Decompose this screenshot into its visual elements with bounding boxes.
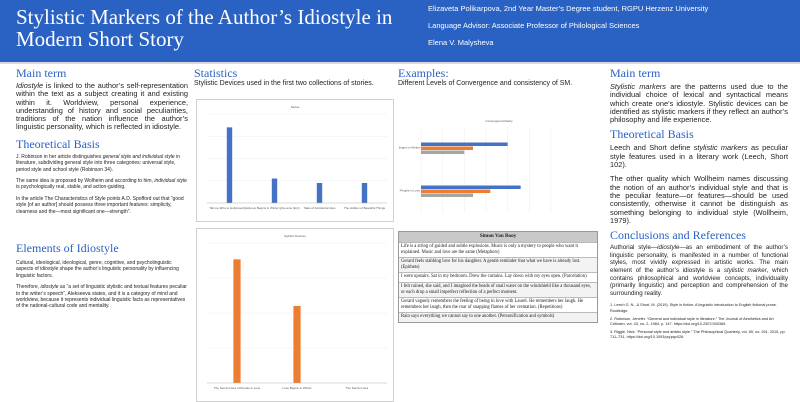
category-label: The Hidden of Beautiful Things [344, 206, 386, 210]
reference-3: 3. Riggle, Nick. “Personal style and art… [610, 330, 786, 340]
category-label: Love Begins in Winter (pbe amo (Ex)) [249, 206, 299, 210]
svb-example-row: Rain says everything we cannot say to on… [399, 311, 597, 322]
main-term-heading: Main term [16, 66, 67, 80]
chart-title: Convergence/Clarity [485, 119, 513, 123]
author-line: Elizaveta Polikarpova, 2nd Year Master’s… [428, 4, 709, 13]
authors-block: Elizaveta Polikarpova, 2nd Year Master’s… [428, 4, 798, 55]
references-list: 1. Leech G. N., & Short, M. (2019). Styl… [610, 303, 788, 340]
bar [421, 185, 521, 189]
bar [233, 259, 241, 383]
theory-p1: J. Robinson in her article distinguishes… [16, 153, 180, 173]
bar [316, 182, 323, 203]
column-1: Main term Idiostyle is linked to the aut… [16, 66, 188, 310]
svb-example-row: Gerard vaguely remembers the feeling of … [399, 296, 597, 312]
reference-2: 2. Robinson, Jenefer. “General and indiv… [610, 316, 774, 326]
advisor-name: Elena V. Malysheva [428, 38, 494, 47]
category-label: Love Begins in Winter [282, 386, 311, 390]
main-term-text: Idiostyle is linked to the author’s self… [16, 81, 188, 132]
advisor-line: Language Advisor: Associate Professor of… [428, 21, 640, 30]
svb-example-row: Life is a string of guided and subtle ex… [399, 241, 597, 257]
category-label: The Secret Lives [346, 386, 369, 390]
svb-example-row: Gerard feels stabbing love for his daugh… [399, 256, 597, 272]
conclusions-heading: Conclusions and References [610, 228, 746, 243]
category-label: Tales of Accidental Jays [304, 206, 336, 210]
column-2: Statistics Stylistic Devices used in the… [194, 66, 389, 88]
main-term-heading-right: Main term [610, 66, 661, 80]
poster-header: Stylistic Markers of the Author’s Idiost… [0, 0, 800, 62]
theory-heading-left: Theoretical Basis [16, 136, 100, 151]
elements-p1: Cultural, ideological, ideological, genr… [16, 260, 179, 279]
svb-heading: Simon Van Booy [399, 232, 597, 242]
chart-stylistic-devices-bar: Stylistic Devices The Secret Lives of Peo… [196, 228, 394, 402]
category-label: The Secret Lives of People in Love [398, 189, 420, 193]
bar [421, 193, 473, 197]
bar [361, 182, 368, 203]
bar [293, 306, 301, 383]
bar [421, 146, 473, 150]
elements-p2: Therefore, idiostyle as “a set of lingui… [16, 284, 187, 310]
stats-heading: Statistics [194, 66, 238, 80]
leech-short-text: Leech and Short define stylistic markers… [610, 143, 789, 170]
bar [226, 127, 233, 203]
theory-p2: The same idea is proposed by Wolheim and… [16, 178, 187, 191]
wollheim-text: The other quality which Wollheim names d… [610, 174, 788, 225]
header-divider [0, 62, 800, 64]
category-label: Love Begins in Winter [398, 146, 420, 150]
category-label: Tell me Who to Hollywood(pw) [209, 206, 249, 210]
bar [421, 150, 465, 154]
main-term-body: is linked to the author’s self-represent… [16, 81, 188, 132]
bar [421, 142, 508, 146]
stylistic-markers-text: Stylistic markers are the patterns used … [610, 82, 788, 125]
examples-heading: Examples: [398, 66, 449, 80]
simon-van-booy-table: Simon Van Booy Life is a string of guide… [398, 231, 598, 323]
column-3: Examples: Different Levels of Convergenc… [398, 66, 598, 88]
main-term-lead: Idiostyle [16, 81, 44, 90]
svb-example-row: I felt ruined, she said, and I imagined … [399, 281, 597, 297]
poster-title: Stylistic Markers of the Author’s Idiost… [16, 5, 393, 51]
svb-example-row: I went upstairs. Sat in my bedroom. Drew… [399, 271, 597, 282]
chart-title: Series [291, 105, 300, 109]
bar [271, 178, 278, 203]
bar [421, 189, 491, 193]
examples-text: Different Levels of Convergence and cons… [398, 80, 573, 87]
conclusions-text: Authorial style—idiostyle—as an embodime… [610, 244, 788, 297]
chart-title: Stylistic Devices [284, 234, 306, 238]
chart-series-bar: Series Tell me Who to Hollywood(pw) Love B… [196, 99, 394, 222]
reference-1: 1. Leech G. N., & Short, M. (2019). Styl… [610, 303, 777, 313]
theory-p3: In the article The Characteristics of St… [16, 195, 184, 215]
theory-heading-right: Theoretical Basis [610, 127, 694, 142]
elements-heading: Elements of Idiostyle [16, 241, 119, 256]
chart-convergence-bar: Convergence/Clarity Love Begins in Winter… [398, 106, 600, 226]
column-4: Main term Stylistic markers are the patt… [610, 66, 788, 344]
stats-text: Stylistic Devices used in the first two … [194, 80, 374, 87]
category-label: The Secret Lives of People in Love [214, 386, 261, 390]
